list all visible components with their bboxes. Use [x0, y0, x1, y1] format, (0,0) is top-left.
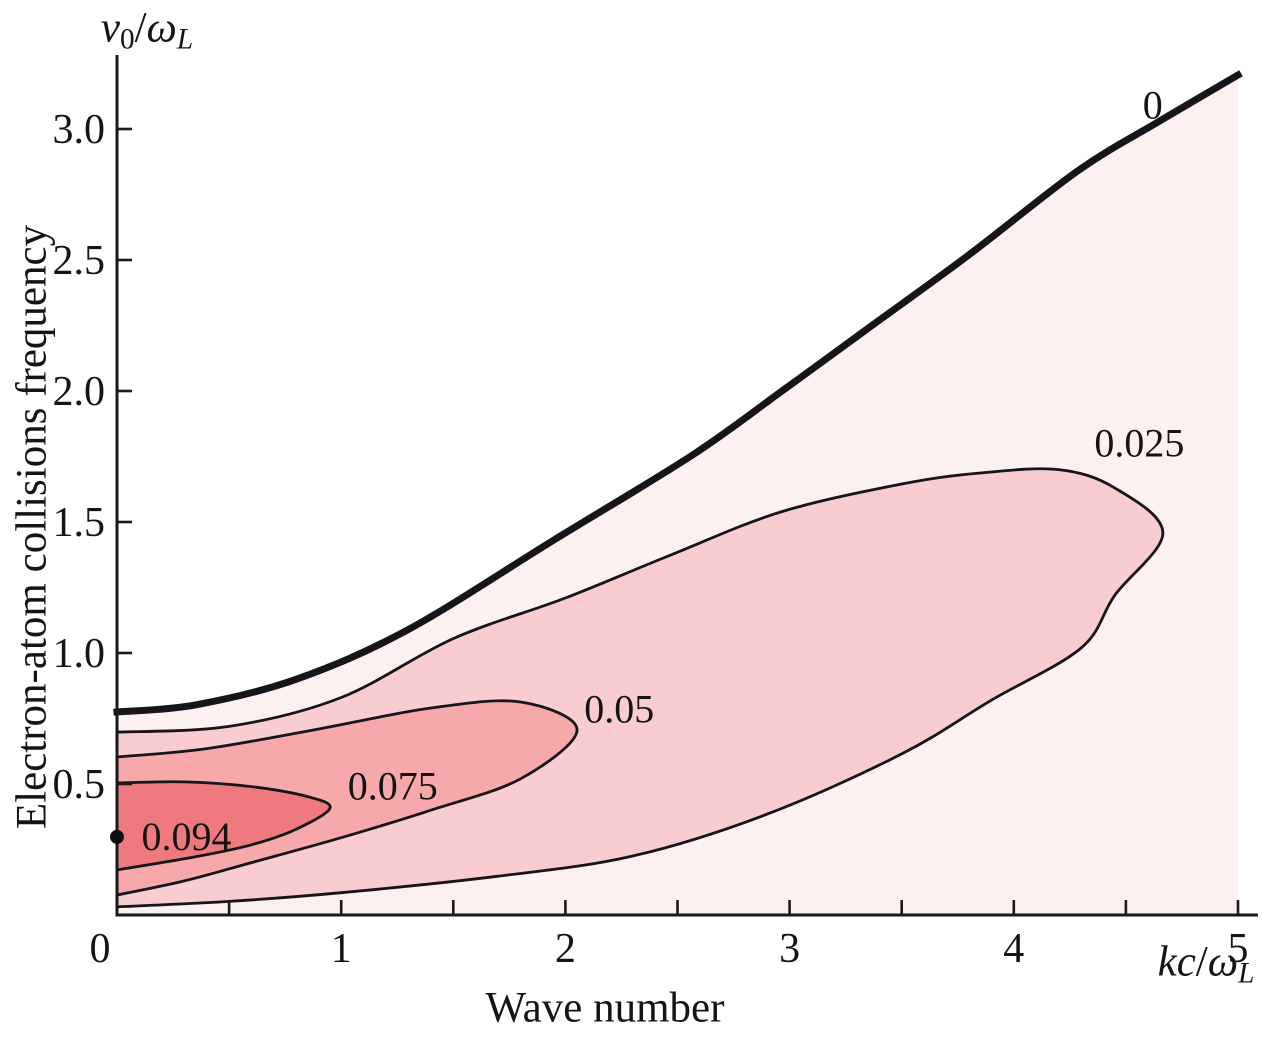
max-growth-point [110, 829, 124, 844]
contour-line-0.075 [115, 780, 332, 872]
omega-symbol: ω [146, 4, 177, 52]
contour-line-0.05 [115, 699, 579, 897]
omega-symbol: ω [1207, 938, 1239, 986]
contour-band-0.075 [117, 781, 331, 870]
contour-label-0.05: 0.05 [584, 686, 654, 731]
x-axis-title: Wave number [485, 984, 725, 1032]
y-axis-symbol: ν0/ωL [100, 4, 194, 56]
contour-label-0: 0 [1143, 82, 1163, 127]
x-tick-label-5: 5 [1228, 926, 1249, 972]
kc-symbol: kc [1157, 938, 1196, 986]
y-tick-label-1.0: 1.0 [53, 631, 106, 677]
y-tick-label-2.0: 2.0 [53, 369, 106, 415]
contour-line-0 [113, 70, 1243, 716]
max-growth-label: 0.094 [142, 814, 232, 859]
x-tick-label-1: 1 [331, 926, 352, 972]
x-axis-symbol: kc/ωL [1157, 938, 1255, 990]
y-tick-label-2.5: 2.5 [53, 238, 106, 284]
y-tick-label-3.0: 3.0 [53, 107, 106, 153]
y-axis-title: Electron-atom collisions frequency [8, 224, 56, 830]
contour-label-0.075: 0.075 [348, 764, 438, 809]
x-tick-label-4: 4 [1003, 926, 1024, 972]
x-tick-label-3: 3 [779, 926, 800, 972]
contour-label-0.025: 0.025 [1094, 420, 1184, 465]
y-tick-label-1.5: 1.5 [53, 500, 106, 546]
nu-symbol: ν [100, 4, 120, 52]
contour-line-0.025 [115, 467, 1165, 909]
y-tick-label-0.5: 0.5 [53, 762, 106, 808]
x-tick-label-2: 2 [555, 926, 576, 972]
x-tick-label-0: 0 [90, 926, 111, 972]
